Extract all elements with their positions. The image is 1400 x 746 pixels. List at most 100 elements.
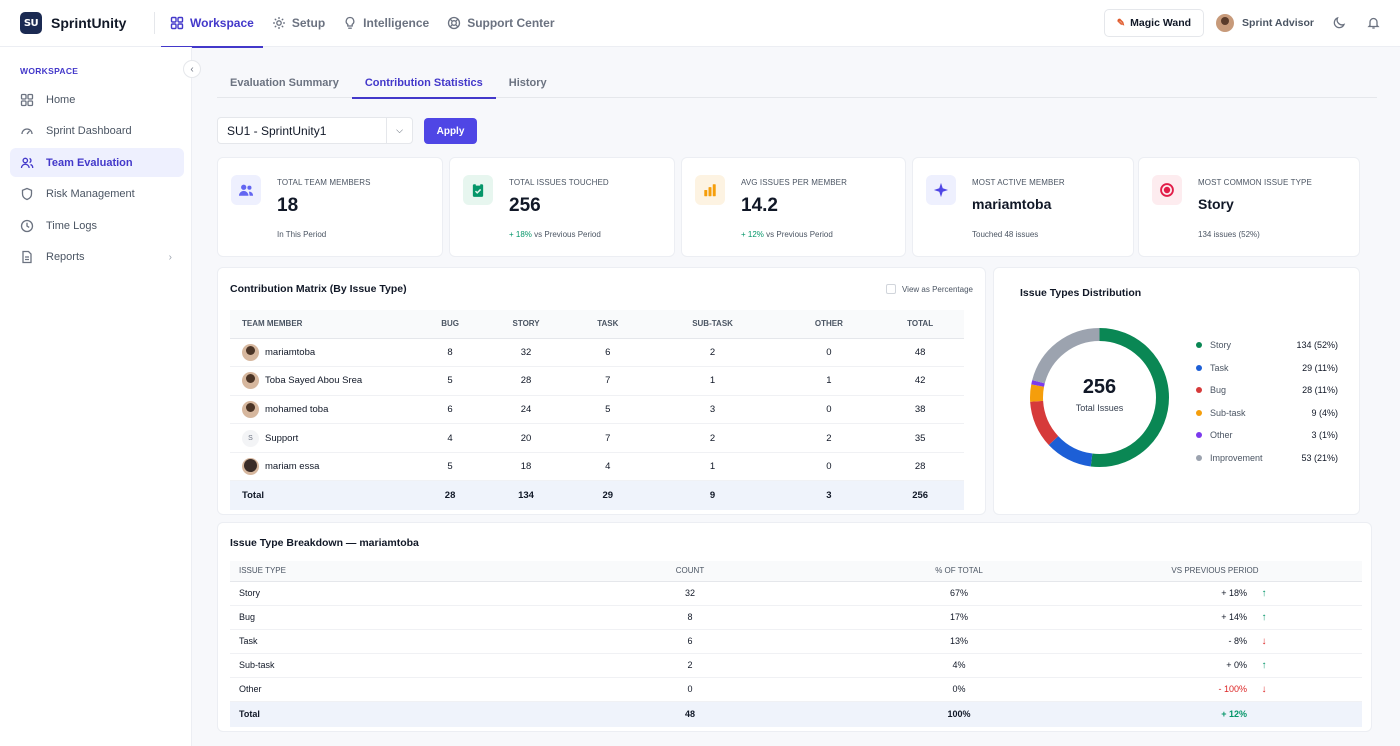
topnav-label: Workspace (190, 16, 254, 30)
checkbox[interactable] (885, 284, 896, 294)
legend-item: Story 134 (52%) (1196, 334, 1338, 357)
cell: 256 (876, 480, 964, 510)
sprint-select[interactable]: SU1 - SprintUnity1 ⌵ (217, 117, 413, 144)
cell: 32 (480, 338, 572, 368)
kpi-value: 14.2 (741, 195, 778, 216)
column-header[interactable]: TASK (571, 310, 644, 339)
cell: 7 (571, 366, 644, 396)
avatar (1216, 14, 1235, 32)
sidebar-item-risk-management[interactable]: Risk Management (10, 180, 184, 209)
legend-label: Bug (1210, 385, 1227, 396)
vs-value: + 14% (1221, 611, 1247, 622)
moon-icon[interactable] (1332, 15, 1348, 31)
column-header[interactable]: ISSUE TYPE (230, 561, 530, 582)
legend-item: Sub-task 9 (4%) (1196, 402, 1338, 425)
tab-history[interactable]: History (508, 77, 547, 89)
lifebuoy-icon (447, 16, 461, 30)
table-row[interactable]: mariamtoba 8 32 6 2 0 48 (230, 338, 964, 368)
vs-value: + 12% (1221, 709, 1247, 720)
donut-segment-improvement[interactable] (1030, 328, 1169, 467)
cell: 18 (480, 452, 572, 482)
topnav-workspace[interactable]: Workspace (161, 0, 263, 48)
topnav-setup[interactable]: Setup (263, 0, 334, 47)
kpi-value: 256 (509, 195, 541, 216)
member-name: Support (265, 432, 299, 444)
vs-value: + 0% (1226, 659, 1247, 670)
table-row[interactable]: mariam essa 5 18 4 1 0 28 (230, 452, 964, 482)
sparkle-icon (926, 175, 956, 205)
legend-label: Improvement (1210, 452, 1263, 463)
view-as-percentage-toggle[interactable]: View as Percentage (885, 284, 973, 294)
table-row[interactable]: S Support 4 20 7 2 2 35 (230, 423, 964, 453)
kpi-sub-text: In This Period (277, 230, 327, 239)
column-header[interactable]: BUG (420, 310, 481, 339)
member-name: mariam essa (265, 461, 320, 473)
column-header[interactable]: STORY (480, 310, 572, 339)
table-row[interactable]: Other 0 0% - 100% ↓ (230, 677, 1362, 702)
member-name: mohamed toba (265, 404, 329, 415)
column-header[interactable]: VS PREVIOUS PERIOD (1068, 561, 1362, 582)
column-header[interactable]: COUNT (530, 561, 850, 582)
sidebar-item-label: Risk Management (46, 188, 135, 201)
sidebar-item-sprint-dashboard[interactable]: Sprint Dashboard (10, 117, 184, 146)
legend-value: 134 (52%) (1296, 340, 1338, 351)
magic-wand-label: Magic Wand (1130, 17, 1192, 29)
tab-contribution-statistics[interactable]: Contribution Statistics (351, 68, 496, 99)
table-row[interactable]: Bug 8 17% + 14% ↑ (230, 605, 1362, 630)
apply-button[interactable]: Apply (424, 118, 477, 144)
topnav-label: Setup (291, 16, 326, 30)
table-row[interactable]: Sub-task 2 4% + 0% ↑ (230, 653, 1362, 678)
member-cell: mariam essa (230, 452, 420, 482)
cell: 4% (850, 653, 1068, 678)
app-logo[interactable]: SU SprintUnity (20, 12, 140, 34)
table-row[interactable]: mohamed toba 6 24 5 3 0 38 (230, 395, 964, 425)
checkbox-label: View as Percentage (901, 284, 973, 294)
cell: 0 (530, 677, 850, 702)
sidebar-item-label: Reports (46, 251, 85, 264)
vs-cell: - 8% ↓ (1068, 629, 1362, 654)
column-header[interactable]: OTHER (781, 310, 877, 339)
sidebar: WORKSPACE ‹ Home Sprint Dashboard Team E… (0, 47, 201, 746)
kpi-avg-issues-per-member: AVG ISSUES PER MEMBER 14.2 + 12% vs Prev… (681, 157, 906, 257)
bell-icon[interactable] (1366, 15, 1382, 31)
sidebar-item-reports[interactable]: Reports › (10, 243, 184, 272)
table-row[interactable]: Story 32 67% + 18% ↑ (230, 581, 1362, 606)
sidebar-item-home[interactable]: Home (10, 85, 184, 114)
legend-value: 9 (4%) (1311, 407, 1338, 418)
contribution-matrix-table: TEAM MEMBER BUG STORY TASK SUB-TASK OTHE… (230, 310, 964, 510)
vs-cell: + 12% (1068, 701, 1362, 727)
kpi-sub: 134 issues (52%) (1198, 230, 1260, 239)
contribution-matrix-card: Contribution Matrix (By Issue Type) View… (217, 267, 986, 515)
cell: 0 (781, 338, 877, 368)
table-row[interactable]: Toba Sayed Abou Srea 5 28 7 1 1 42 (230, 366, 964, 396)
table-total-row: Total 48 100% + 12% (230, 701, 1362, 727)
issue-types-distribution-card: Issue Types Distribution 256 Total Issue… (993, 267, 1360, 515)
sprint-advisor-button[interactable]: Sprint Advisor (1216, 14, 1314, 32)
kpi-total-team-members: TOTAL TEAM MEMBERS 18 In This Period (217, 157, 443, 257)
kpi-change: + 18% (509, 230, 532, 239)
cell: 13% (850, 629, 1068, 654)
topnav-intelligence[interactable]: Intelligence (334, 0, 438, 47)
cell: 28 (876, 452, 964, 482)
donut-segment-sub-task[interactable] (1030, 328, 1169, 467)
cell: 0 (781, 395, 877, 425)
kpi-sub-text: vs Previous Period (763, 230, 833, 239)
column-header[interactable]: TOTAL (876, 310, 964, 339)
topnav-support-center[interactable]: Support Center (438, 0, 563, 47)
collapse-sidebar-button[interactable]: ‹ (183, 60, 201, 78)
total-label: Total (230, 701, 530, 727)
kpi-sub: Touched 48 issues (972, 230, 1038, 239)
sidebar-item-time-logs[interactable]: Time Logs (10, 211, 184, 240)
legend-value: 28 (11%) (1302, 385, 1338, 396)
sidebar-item-team-evaluation[interactable]: Team Evaluation (10, 148, 184, 178)
column-header[interactable]: TEAM MEMBER (230, 310, 420, 339)
gear-icon (272, 16, 286, 30)
wand-icon: ✎ (1116, 17, 1126, 29)
column-header[interactable]: SUB-TASK (643, 310, 782, 339)
column-header[interactable]: % OF TOTAL (850, 561, 1068, 582)
magic-wand-button[interactable]: ✎ Magic Wand (1103, 9, 1205, 37)
vs-value: - 100% (1218, 683, 1247, 694)
tab-evaluation-summary[interactable]: Evaluation Summary (230, 77, 339, 89)
table-row[interactable]: Task 6 13% - 8% ↓ (230, 629, 1362, 654)
kpi-sub-text: 134 issues (52%) (1198, 230, 1260, 239)
